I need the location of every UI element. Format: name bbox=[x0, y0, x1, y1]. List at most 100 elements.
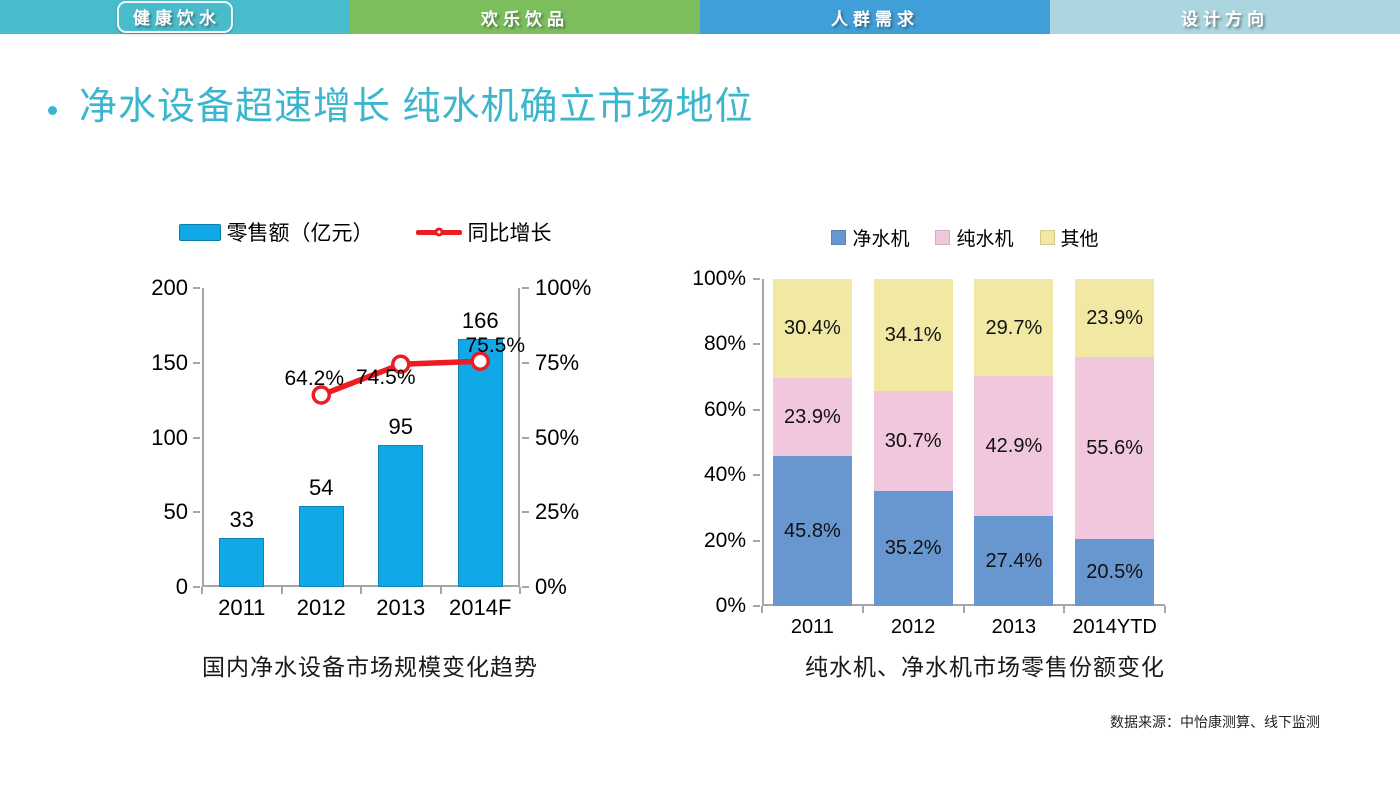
left-axis-tick bbox=[193, 436, 200, 439]
segment-净水机-2013 bbox=[974, 516, 1054, 606]
right-axis-tick-label: 0% bbox=[535, 574, 567, 599]
x-axis-tick bbox=[861, 606, 864, 613]
category-label: 2012 bbox=[890, 616, 936, 638]
page-title: 净水设备超速增长 纯水机确立市场地位 bbox=[79, 86, 754, 128]
segment-纯水机-2012 bbox=[873, 390, 953, 491]
growth-line bbox=[311, 351, 490, 405]
segment-纯水机-2011 bbox=[772, 378, 852, 457]
tab-consumer-needs[interactable]: 人群需求 bbox=[700, 0, 1050, 34]
bar-2012 bbox=[298, 506, 344, 587]
bullet-icon bbox=[48, 106, 57, 115]
bar-2011 bbox=[219, 537, 265, 587]
segment-其他-2014YTD bbox=[1075, 279, 1155, 358]
y-axis-tick bbox=[753, 474, 760, 477]
legend-item-other: 其他 bbox=[1039, 224, 1099, 251]
category-label: 2013 bbox=[991, 616, 1037, 638]
x-axis-tick bbox=[439, 587, 442, 594]
left-axis-tick bbox=[193, 511, 200, 514]
series-swatch-icon bbox=[935, 229, 951, 245]
tab-label: 人群需求 bbox=[831, 9, 919, 29]
right-axis-tick bbox=[522, 287, 529, 289]
tab-label: 健康饮水 bbox=[133, 9, 221, 28]
bar-2014F bbox=[457, 338, 503, 587]
x-axis-tick bbox=[1063, 606, 1066, 613]
y-axis-tick-label: 20% bbox=[703, 528, 746, 552]
y-axis-tick-label: 40% bbox=[703, 463, 746, 487]
segment-value-label: 20.5% bbox=[1086, 561, 1143, 584]
segment-value-label: 34.1% bbox=[884, 323, 942, 346]
market-size-chart-legend: 零售额（亿元） 同比增长 bbox=[150, 214, 580, 250]
line-value-label: 74.5% bbox=[355, 366, 416, 390]
right-axis-tick-label: 75% bbox=[535, 349, 580, 375]
market-share-chart-caption: 纯水机、净水机市场零售份额变化 bbox=[805, 654, 1165, 680]
tab-design-direction[interactable]: 设计方向 bbox=[1050, 0, 1400, 34]
segment-value-label: 30.4% bbox=[784, 317, 841, 340]
tab-fun-drinks[interactable]: 欢乐饮品 bbox=[350, 0, 700, 34]
line-series-swatch-icon bbox=[415, 225, 462, 240]
x-axis-tick bbox=[962, 606, 965, 613]
y-axis-tick bbox=[753, 278, 760, 280]
bar-series-swatch-icon bbox=[178, 223, 221, 241]
segment-纯水机-2013 bbox=[974, 376, 1054, 517]
right-axis-tick-label: 50% bbox=[535, 424, 580, 450]
legend-item-retail-sales: 零售额（亿元） bbox=[178, 217, 374, 247]
y-axis-tick bbox=[753, 408, 760, 411]
right-axis-tick-label: 100% bbox=[535, 275, 592, 300]
y-axis-tick-label: 0% bbox=[715, 594, 746, 617]
segment-净水机-2011 bbox=[772, 456, 852, 606]
legend-label: 零售额（亿元） bbox=[226, 222, 374, 245]
legend-label: 其他 bbox=[1060, 228, 1099, 250]
segment-value-label: 29.7% bbox=[985, 316, 1043, 339]
segment-净水机-2012 bbox=[873, 490, 953, 606]
left-axis-tick-label: 100 bbox=[151, 424, 188, 450]
plot-area bbox=[202, 288, 520, 587]
x-axis-tick bbox=[280, 587, 283, 594]
plot-area bbox=[762, 279, 1165, 606]
category-label: 2011 bbox=[218, 595, 266, 620]
left-axis-tick bbox=[193, 287, 200, 289]
top-tab-bar: 健康饮水 欢乐饮品 人群需求 设计方向 bbox=[0, 0, 1400, 34]
bar-2013 bbox=[378, 444, 424, 587]
right-axis-tick bbox=[522, 361, 529, 364]
y-axis-tick bbox=[753, 539, 760, 542]
y-axis-tick bbox=[753, 343, 760, 346]
series-swatch-icon bbox=[1039, 229, 1055, 245]
y-axis-tick-label: 100% bbox=[692, 267, 746, 290]
category-label: 2013 bbox=[376, 595, 426, 620]
legend-label: 同比增长 bbox=[467, 222, 552, 245]
y-axis-tick-label: 60% bbox=[703, 397, 746, 421]
segment-value-label: 23.9% bbox=[1086, 307, 1143, 330]
line-value-label: 75.5% bbox=[465, 334, 526, 358]
right-axis-tick bbox=[522, 586, 529, 588]
left-axis-tick-label: 200 bbox=[151, 275, 188, 300]
market-size-chart-caption: 国内净水设备市场规模变化趋势 bbox=[202, 654, 538, 680]
bar-value-label: 33 bbox=[229, 506, 254, 532]
segment-其他-2013 bbox=[974, 279, 1054, 377]
left-axis-tick-label: 0 bbox=[175, 574, 188, 599]
legend-item-pure-water-machine: 纯水机 bbox=[935, 224, 1014, 251]
left-axis-tick-label: 50 bbox=[163, 499, 188, 525]
active-tab-badge: 健康饮水 bbox=[117, 1, 233, 33]
category-label: 2011 bbox=[790, 616, 834, 638]
title-row: 净水设备超速增长 纯水机确立市场地位 bbox=[48, 84, 754, 132]
segment-value-label: 35.2% bbox=[884, 537, 942, 560]
segment-value-label: 45.8% bbox=[784, 520, 841, 543]
segment-纯水机-2014YTD bbox=[1075, 357, 1155, 539]
line-value-label: 64.2% bbox=[284, 367, 345, 391]
right-axis-tick bbox=[522, 511, 529, 514]
bar-value-label: 166 bbox=[461, 307, 499, 333]
tab-label: 欢乐饮品 bbox=[481, 9, 569, 29]
category-label: 2014YTD bbox=[1072, 616, 1157, 638]
legend-item-water-purifier: 净水机 bbox=[831, 224, 909, 251]
right-axis-tick-label: 25% bbox=[535, 499, 580, 525]
tab-healthy-drinking-water[interactable]: 健康饮水 bbox=[0, 0, 350, 34]
left-axis-tick bbox=[193, 361, 200, 364]
segment-其他-2012 bbox=[873, 279, 953, 391]
category-label: 2012 bbox=[296, 595, 346, 620]
line-marker-icon bbox=[434, 227, 443, 237]
x-axis-tick bbox=[1164, 606, 1166, 613]
y-axis-tick bbox=[753, 605, 760, 607]
x-axis-tick bbox=[761, 606, 763, 613]
bar-value-label: 54 bbox=[309, 475, 334, 501]
